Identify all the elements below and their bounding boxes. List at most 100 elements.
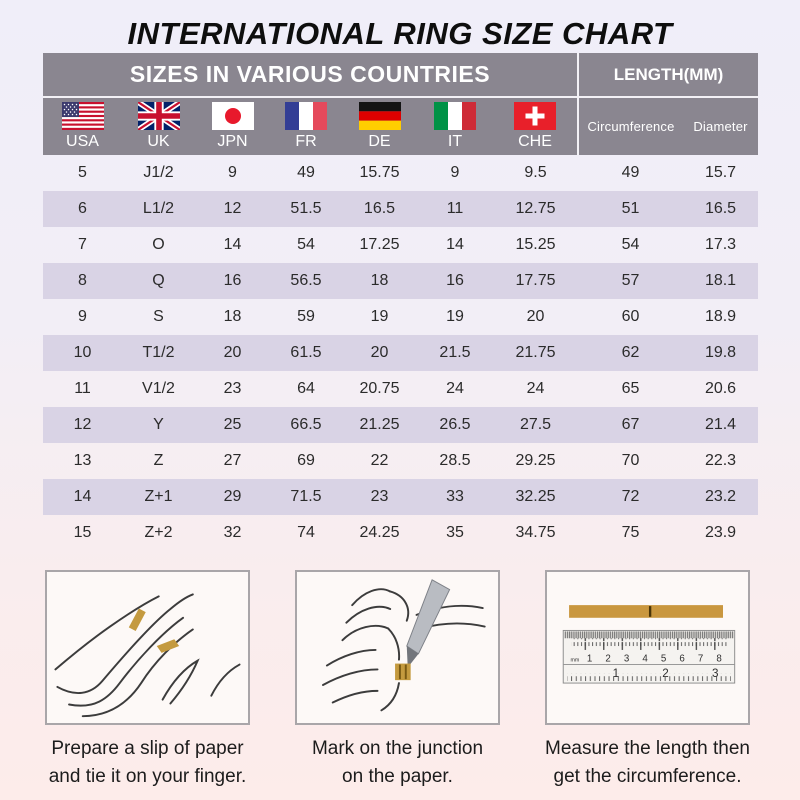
size-cell: 19	[446, 308, 464, 325]
size-cell: 23	[223, 380, 242, 397]
size-cell: 21.75	[493, 335, 579, 371]
table-row: 13 Z 27 69 22 28.5 29.25 70 22.3	[43, 443, 758, 479]
instruction-caption-prepare: Prepare a slip of paper and tie it on yo…	[23, 735, 273, 791]
usa-flag-icon	[61, 102, 104, 130]
size-cell: 9	[450, 164, 460, 181]
size-cell: Z	[153, 452, 164, 469]
size-cell: 24	[526, 380, 545, 397]
table-row: 9 S 18 59 19 19 20 60 18.9	[43, 299, 758, 335]
size-cell: 16.5	[342, 191, 417, 227]
size-cell: 72	[578, 479, 684, 515]
hand-marking-paper-illustration	[321, 579, 486, 712]
size-cell: 12	[43, 407, 122, 443]
column-header-fr: FR	[270, 97, 342, 155]
germany-flag-icon	[358, 102, 401, 130]
ruler-cm-label: 8	[716, 654, 721, 665]
size-cell: Z+1	[122, 479, 195, 515]
instruction-caption-mark: Mark on the junction on the paper.	[273, 735, 523, 791]
size-cell: 9	[78, 308, 87, 325]
size-cell: 32	[223, 524, 242, 541]
column-header-usa: USA	[43, 97, 122, 155]
country-code-usa: USA	[66, 133, 99, 150]
size-cell: S	[153, 308, 164, 325]
switzerland-flag-icon	[514, 102, 556, 130]
size-cell: 16.5	[683, 191, 759, 227]
italy-flag-icon	[434, 102, 476, 130]
size-cell: 51	[578, 191, 684, 227]
paper-strip	[569, 605, 723, 618]
size-cell: 70	[621, 452, 640, 469]
caption-line: and tie it on your finger.	[48, 766, 247, 787]
size-cell: 16	[195, 263, 270, 299]
size-cell: 51.5	[270, 191, 342, 227]
size-cell: 10	[43, 335, 122, 371]
size-cell: 20.75	[359, 380, 400, 397]
size-cell: 20.6	[704, 380, 737, 397]
size-cell: 74	[297, 524, 315, 541]
country-code-uk: UK	[147, 133, 170, 150]
size-cell: 17.75	[493, 263, 579, 299]
size-cell: 18.9	[704, 308, 737, 325]
country-code-jpn: JPN	[217, 133, 248, 150]
size-cell: 14	[43, 479, 122, 515]
table-row: 7 O 14 54 17.25 14 15.25 54 17.3	[43, 227, 758, 263]
ruler-cm-label: 2	[605, 654, 610, 665]
france-flag-icon	[285, 102, 327, 130]
size-cell: 11	[417, 191, 493, 227]
size-cell: 27	[223, 452, 242, 469]
table-group-header-row: SIZES IN VARIOUS COUNTRIES LENGTH(MM)	[43, 53, 759, 98]
size-cell: Z+2	[144, 524, 173, 541]
size-cell: 49	[621, 164, 640, 181]
size-cell: 8	[43, 263, 122, 299]
size-cell: 22.3	[704, 452, 737, 469]
instruction-image-mark	[295, 570, 500, 725]
size-cell: 20	[526, 308, 545, 325]
size-cell: 54	[621, 236, 640, 253]
table-row: 8 Q 16 56.5 18 16 17.75 57 18.1	[43, 263, 759, 299]
ring-size-table: SIZES IN VARIOUS COUNTRIES LENGTH(MM)	[43, 53, 759, 551]
size-cell: Y	[122, 407, 195, 443]
size-cell: 11	[74, 380, 91, 397]
size-cell: 24	[446, 380, 464, 397]
instruction-card-mark: Mark on the junction on the paper.	[295, 570, 500, 787]
instruction-card-prepare: Prepare a slip of paper and tie it on yo…	[45, 570, 250, 787]
ruler-measuring-illustration: 1 2 3 4 5 6 7 8 mm 1 2 3	[562, 605, 736, 684]
size-cell: 24.25	[359, 524, 400, 541]
size-cell: 20	[195, 335, 270, 371]
size-cell: 59	[297, 308, 315, 325]
size-cell: 71.5	[270, 479, 342, 515]
size-cell: J1/2	[143, 164, 174, 181]
size-cell: 26.5	[417, 407, 493, 443]
size-cell: 23.2	[683, 479, 759, 515]
size-cell: 14	[223, 236, 242, 253]
table-row: 14 Z+1 29 71.5 23 33 32.25 72 23.2	[43, 479, 759, 515]
size-cell: 34.75	[515, 524, 556, 541]
country-code-che: IT	[447, 133, 463, 150]
column-header-che: CHE	[493, 97, 579, 155]
size-cell: 27.5	[493, 407, 579, 443]
size-cell: 62	[578, 335, 684, 371]
column-header-de: DE	[342, 97, 417, 155]
size-cell: L1/2	[122, 191, 195, 227]
size-cell: V1/2	[142, 380, 175, 397]
size-cell: 20	[342, 335, 417, 371]
size-cell: 18.1	[683, 263, 759, 299]
table-row: 5 J1/2 9 49 15.75 9 9.5 49 15.7	[43, 155, 758, 191]
table-row: 15 Z+2 32 74 24.25 35 34.75 75 23.9	[43, 515, 758, 551]
table-row: 10 T1/2 20 61.5 20 21.5 21.75 62 19.8	[43, 335, 759, 371]
size-cell: 25	[195, 407, 270, 443]
size-cell: 12.75	[493, 191, 579, 227]
ruler-cm-label: 3	[624, 654, 629, 665]
size-cell: 23.9	[704, 524, 737, 541]
size-cell: 67	[578, 407, 684, 443]
caption-line: get the circumference.	[553, 766, 742, 787]
country-code-de: DE	[368, 133, 391, 150]
size-cell: 17.3	[704, 236, 737, 253]
japan-flag-icon	[211, 102, 254, 130]
size-cell: 13	[73, 452, 92, 469]
ring-size-table-body: 5 J1/2 9 49 15.75 9 9.5 49 15.7 6 L1/2 12 51.5 16.5 11…	[43, 155, 759, 551]
column-header-it: IT	[417, 97, 493, 155]
size-cell: 21.25	[342, 407, 417, 443]
ruler-cm-label: 4	[642, 654, 648, 665]
size-cell: 28.5	[439, 452, 471, 469]
